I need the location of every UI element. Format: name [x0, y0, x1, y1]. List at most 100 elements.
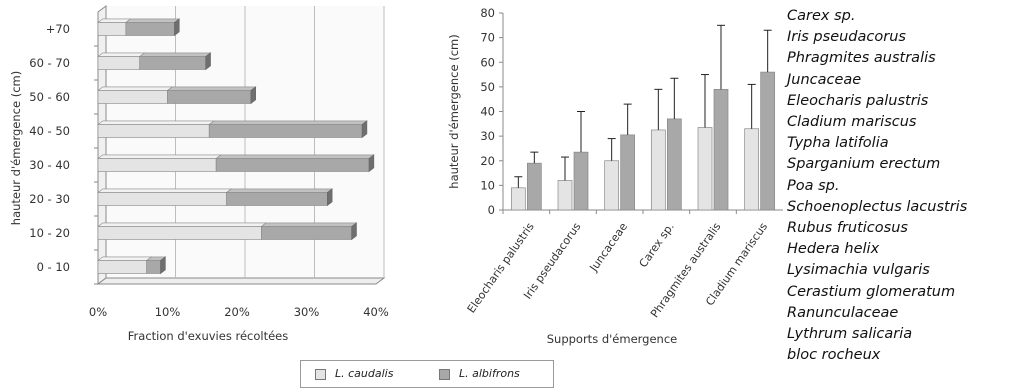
species-item: Lythrum salicaria	[787, 326, 913, 343]
x-tick-label: 20%	[224, 305, 250, 319]
bar-caudalis	[650, 129, 666, 211]
x-tick-label: Carex sp.	[637, 220, 677, 270]
species-item: Cerastium glomeratum	[787, 283, 956, 300]
bar-top-face	[225, 188, 334, 193]
bar-top-face	[215, 154, 375, 159]
bar-top-face	[97, 256, 153, 261]
species-item: Hedera helix	[787, 241, 880, 258]
bar-albifrons	[208, 124, 363, 138]
x-tick-label: Eleocharis palustris	[465, 220, 537, 315]
legend-swatch-caudalis	[315, 369, 326, 380]
bar-top-face	[124, 18, 181, 23]
plot-floor	[96, 277, 386, 285]
emergence-height-chart: 0% 10% 20% 30% 40% 0 - 10 10 - 20 20 - 30 30 - 4…	[9, 5, 389, 343]
species-item: Sparganium erectum	[787, 156, 941, 173]
legend-swatch-albifrons	[439, 369, 450, 380]
y-tick-label: 60	[480, 55, 495, 69]
bar-albifrons	[620, 134, 636, 211]
species-item: Lysimachia vulgaris	[787, 262, 930, 279]
bar-caudalis	[97, 56, 141, 70]
y-tick-label: 80	[480, 6, 495, 20]
bar-albifrons	[666, 118, 682, 211]
y-axis-label: hauteur d'émergence (cm)	[9, 71, 23, 225]
bar-albifrons	[226, 192, 328, 206]
bar-end-face	[361, 120, 368, 139]
bar-end-face	[205, 52, 211, 71]
legend: L. caudalis L. albifrons	[300, 360, 554, 388]
species-item: Schoenoplectus lacustris	[787, 198, 968, 215]
bar-albifrons	[573, 151, 589, 211]
species-list: Carex sp. Iris pseudacorus Phragmites aust…	[787, 6, 967, 366]
y-axis-label: hauteur d'émergence (cm)	[447, 34, 461, 188]
y-tick-label: 70	[480, 31, 495, 45]
species-item: Carex sp.	[787, 8, 856, 24]
bar-caudalis	[510, 187, 526, 211]
bar-albifrons	[139, 56, 207, 70]
species-item: Typha latifolia	[787, 135, 889, 152]
y-tick-label: 30 - 40	[29, 158, 70, 172]
y-tick-label: 0 - 10	[37, 260, 70, 274]
bar-end-face	[327, 188, 333, 207]
species-item: Poa sp.	[787, 177, 840, 194]
bar-caudalis	[557, 180, 573, 211]
bar-top-face	[166, 86, 257, 91]
species-item: Ranunculaceae	[787, 304, 899, 321]
bar-end-face	[351, 222, 357, 241]
bar-top-face	[97, 120, 215, 125]
bar-caudalis	[697, 127, 713, 211]
bar-top-face	[97, 86, 174, 91]
bar-caudalis	[97, 192, 227, 206]
bar-caudalis	[97, 158, 217, 172]
y-tick-label: 20 - 30	[29, 192, 70, 206]
bar-albifrons	[146, 260, 161, 274]
bar-albifrons	[713, 88, 729, 211]
y-tick-label: 40	[480, 105, 495, 119]
bar-caudalis	[744, 128, 760, 211]
y-tick-label: 60 - 70	[29, 56, 70, 70]
x-tick-label: Juncaceae	[587, 220, 631, 275]
plot-side-wall	[97, 5, 107, 285]
bar-top-face	[97, 188, 233, 193]
bar-albifrons	[167, 90, 252, 104]
legend-label-caudalis: L. caudalis	[335, 367, 394, 380]
bar-caudalis	[604, 160, 620, 211]
y-tick-label: 50 - 60	[29, 90, 70, 104]
species-item: bloc rocheux	[787, 347, 881, 364]
bar-albifrons	[526, 162, 542, 211]
bar-end-face	[160, 256, 166, 275]
bar-caudalis	[97, 124, 210, 138]
bar-albifrons	[125, 22, 175, 36]
bar-top-face	[138, 52, 212, 57]
bar-albifrons	[261, 226, 352, 240]
y-tick-label: +70	[46, 22, 70, 36]
species-item: Eleocharis palustris	[787, 92, 929, 109]
y-tick-label: 20	[480, 154, 495, 168]
y-tick-label: 30	[480, 129, 495, 143]
bar-top-face	[208, 120, 368, 125]
bar-caudalis	[97, 22, 127, 36]
bar-caudalis	[97, 90, 168, 104]
y-tick-label: 10 - 20	[29, 226, 70, 240]
species-item: Cladium mariscus	[787, 114, 917, 131]
y-tick-label: 50	[480, 80, 495, 94]
bar-top-face	[97, 154, 222, 159]
bar-albifrons	[215, 158, 370, 172]
bar-albifrons	[760, 71, 776, 211]
species-item: Phragmites australis	[787, 50, 936, 67]
species-item: Iris pseudacorus	[787, 29, 906, 46]
x-tick-label: 40%	[363, 305, 389, 319]
x-tick-label: 10%	[155, 305, 181, 319]
bar-caudalis	[97, 226, 262, 240]
x-tick-label: 30%	[294, 305, 320, 319]
bar-top-face	[97, 18, 132, 23]
species-item: Juncaceae	[787, 71, 862, 88]
bar-end-face	[174, 18, 180, 37]
x-axis-label: Fraction d'exuvies récoltées	[128, 329, 288, 343]
y-tick-label: 10	[480, 178, 495, 192]
bar-top-face	[260, 222, 358, 227]
bar-end-face	[250, 86, 256, 105]
bar-top-face	[97, 222, 268, 227]
y-tick-label: 0	[488, 203, 495, 217]
species-item: Rubus fruticosus	[787, 220, 908, 237]
bar-end-face	[368, 154, 375, 173]
